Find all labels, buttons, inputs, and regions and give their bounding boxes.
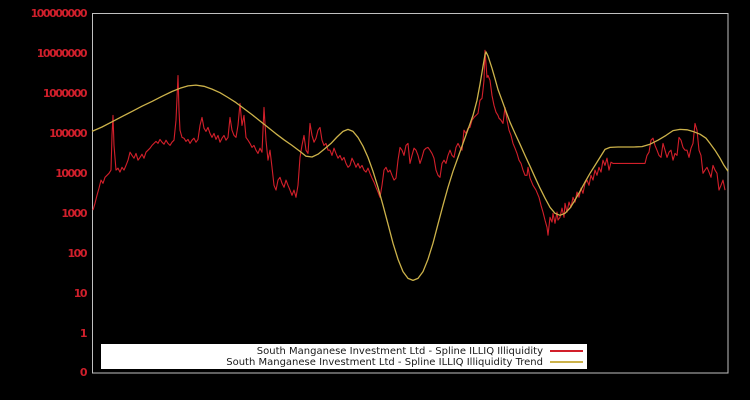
y-axis: 100000000 10000000 1000000 100000 10000 1000 1… bbox=[0, 0, 88, 400]
series-trend-line bbox=[91, 51, 729, 282]
legend-label-trend: South Manganese Investment Ltd - Spline … bbox=[226, 356, 543, 368]
series-illiq-line bbox=[92, 49, 726, 236]
y-axis-label: 10000000 bbox=[36, 46, 88, 60]
plot-frame bbox=[92, 13, 729, 374]
legend-line-sample-illiq-icon bbox=[550, 350, 583, 352]
y-axis-label: 100000 bbox=[49, 126, 87, 140]
y-axis-label: 10000 bbox=[55, 166, 87, 180]
y-axis-label: 1000 bbox=[61, 206, 87, 220]
legend: South Manganese Investment Ltd - Spline … bbox=[101, 344, 587, 369]
legend-entry-illiq: South Manganese Investment Ltd - Spline … bbox=[105, 346, 583, 357]
legend-entry-trend: South Manganese Investment Ltd - Spline … bbox=[105, 357, 583, 368]
y-axis-label: 1000000 bbox=[42, 86, 88, 100]
y-axis-label: 1 bbox=[79, 326, 88, 340]
y-axis-label: 100000000 bbox=[30, 6, 88, 20]
y-axis-label: 10 bbox=[73, 286, 88, 300]
y-axis-label: 0 bbox=[79, 366, 88, 379]
y-axis-label: 100 bbox=[67, 246, 88, 260]
legend-label-illiq: South Manganese Investment Ltd - Spline … bbox=[256, 345, 543, 357]
legend-line-sample-trend-icon bbox=[550, 361, 583, 363]
